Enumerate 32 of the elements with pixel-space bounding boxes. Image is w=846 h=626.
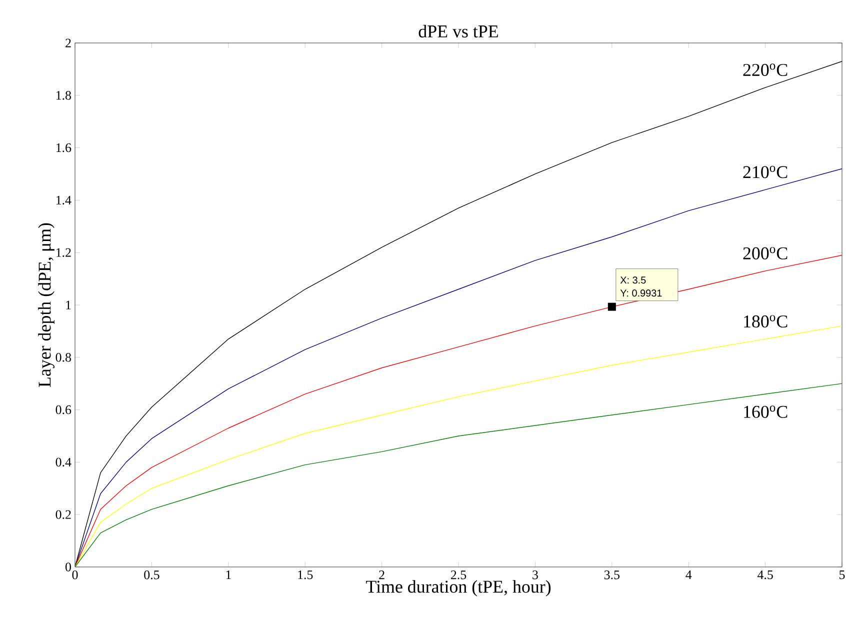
series-label: 200$^{o}$C [743,247,788,260]
x-tick-label: 4.5 [757,570,773,580]
x-tick-label: 3 [532,570,538,580]
y-tick-label: 0.4 [56,458,72,467]
y-tick-label: 0.6 [56,405,72,414]
annotation: Y: 0.9931 [620,290,662,297]
series-label: 180$^{o}$C [744,315,788,328]
y-tick-label: 1.2 [56,248,71,257]
x-tick-label: 3.5 [604,570,620,580]
x-tick-label: 2 [379,570,384,580]
x-tick-label: 1 [226,570,231,580]
annotation: X: 3.5 [620,276,646,284]
y-tick-label: 2 [66,38,71,48]
y-tick-label: 0.8 [56,352,71,362]
x-tick-label: 5 [840,570,845,580]
series-label: 210$^{o}$C [743,166,788,178]
y-tick-label: 0.2 [56,510,71,519]
x-tick-label: 1.5 [298,570,313,580]
series-label: 160$^{o}$C [744,406,788,418]
y-tick-label: 1.8 [56,90,71,100]
x-tick-label: 2.5 [450,570,466,580]
x-tick-label: 0.5 [144,570,160,580]
x-tick-label: 4 [686,570,692,580]
x-tick-label: 0 [72,570,78,580]
y-axis-title: Layer depth (dPE, μm) [38,223,54,387]
x-axis-title: Time duration (tPE, hour) [366,580,551,596]
series-label: 220$^{o}$C [743,64,788,76]
y-tick-label: 0 [66,562,71,572]
chart-title: dPE vs tPE [418,24,498,38]
y-tick-label: 1 [66,300,71,310]
y-tick-label: 1.4 [56,196,72,205]
y-tick-label: 1.6 [56,143,72,152]
